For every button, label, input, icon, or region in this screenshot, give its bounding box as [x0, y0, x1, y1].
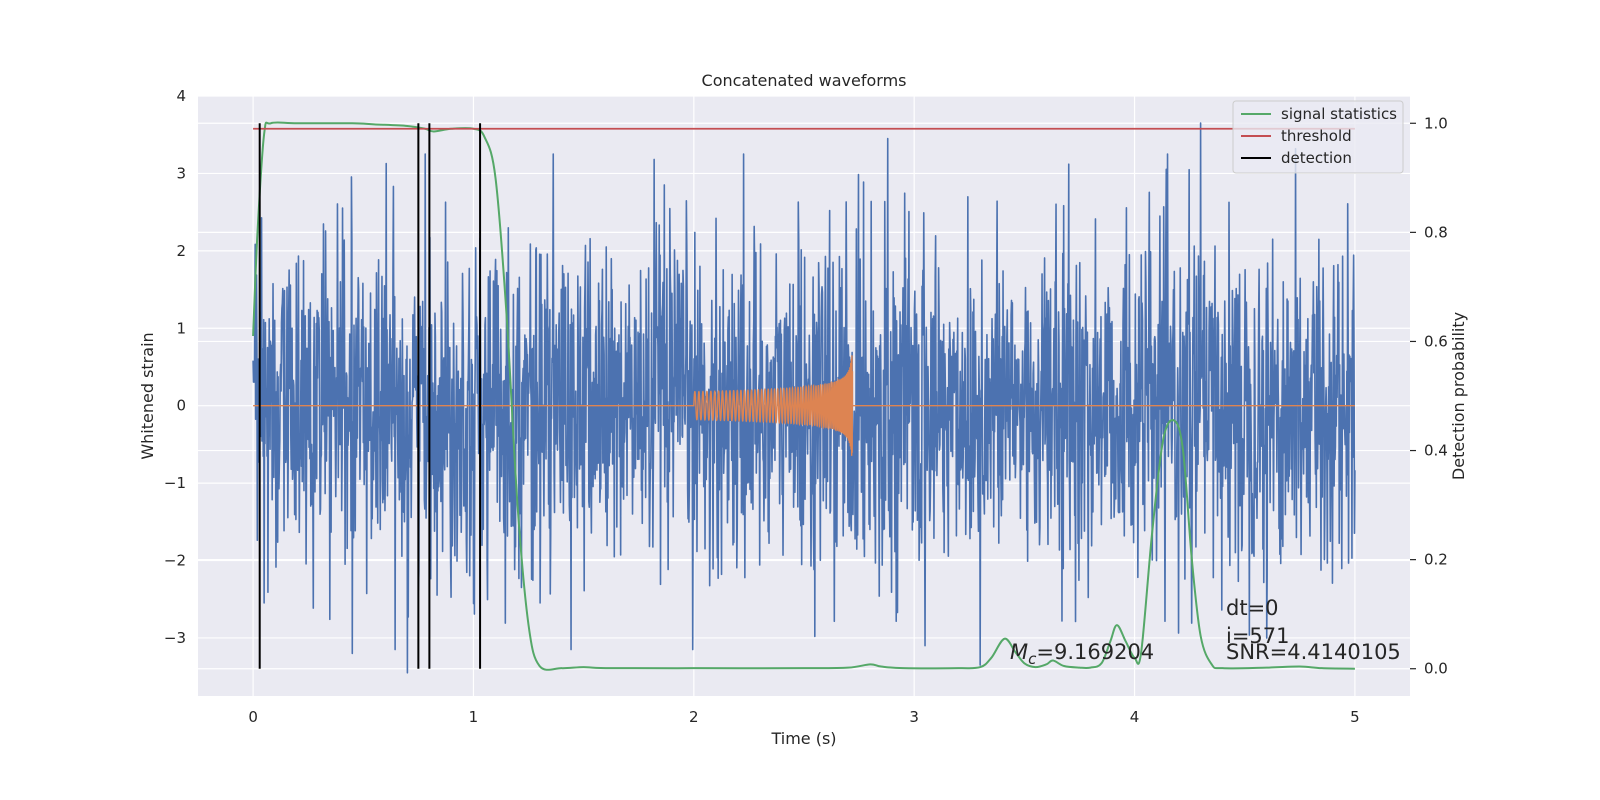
signal-statistics-series: [252, 121, 1355, 671]
chirp-mass-annotation: Mc=9.169204: [1010, 640, 1154, 668]
snr-annotation: SNR=4.4140105: [1226, 640, 1401, 664]
y-tick-label-right: 0.0: [1424, 660, 1448, 678]
y-tick-label-left: 4: [176, 87, 186, 105]
x-tick-label: 1: [469, 708, 479, 726]
tick-labels: 0 1 2 3 4 5 −3 −2 −1 0 1 2 3 4 0.0 0.2 0.4 0.6 0.8 1.0: [164, 87, 1448, 726]
chirp-mass-subscript: c: [1028, 650, 1037, 668]
y-tick-label-left: −3: [164, 629, 186, 647]
injected-signal-series: [253, 355, 1355, 456]
x-tick-label: 5: [1350, 708, 1360, 726]
y-tick-label-left: 1: [176, 319, 186, 337]
x-axis-label: Time (s): [770, 729, 836, 748]
y-tick-label-left: −2: [164, 552, 186, 570]
y-tick-label-left: 0: [176, 397, 186, 415]
y-axis-label-right: Detection probability: [1449, 312, 1468, 480]
x-tick-label: 4: [1130, 708, 1140, 726]
y-tick-label-left: 3: [176, 164, 186, 182]
chirp-mass-value: =9.169204: [1036, 640, 1154, 664]
legend-label-signal-statistics: signal statistics: [1281, 105, 1397, 123]
y-axis-label-left: Whitened strain: [138, 332, 157, 459]
chirp-mass-symbol: M: [1010, 640, 1028, 664]
index-annotation: i=571: [1226, 624, 1290, 648]
y-tick-label-right: 0.8: [1424, 223, 1448, 241]
chart-title: Concatenated waveforms: [702, 71, 907, 90]
legend-box: [1232, 100, 1404, 174]
legend-label-detection: detection: [1281, 149, 1352, 167]
dt-annotation: dt=0: [1226, 596, 1279, 620]
x-tick-label: 0: [248, 708, 258, 726]
x-tick-label: 2: [689, 708, 699, 726]
x-tick-label: 3: [909, 708, 919, 726]
y-tick-label-left: 2: [176, 242, 186, 260]
y-tick-label-left: −1: [164, 474, 186, 492]
y-tick-label-right: 1.0: [1424, 114, 1448, 132]
y-tick-label-right: 0.2: [1424, 551, 1448, 569]
y-tick-label-right: 0.4: [1424, 442, 1448, 460]
series-layer: [252, 121, 1356, 674]
legend-label-threshold: threshold: [1281, 127, 1352, 145]
legend: signal statistics threshold detection: [1232, 100, 1404, 174]
y-tick-label-right: 0.6: [1424, 332, 1448, 350]
